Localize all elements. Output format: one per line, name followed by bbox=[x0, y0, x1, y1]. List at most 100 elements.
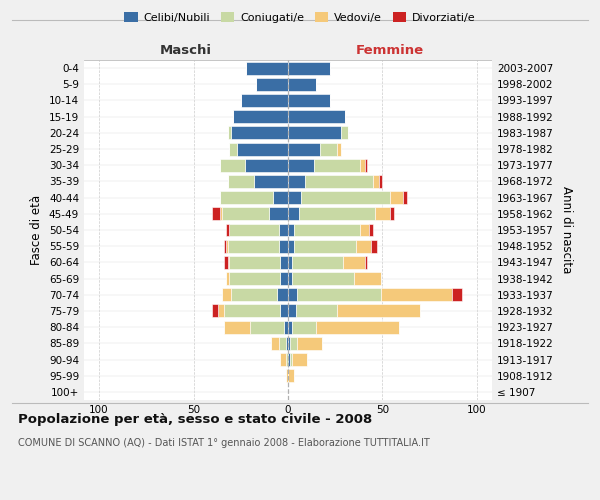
Bar bbox=[403, 191, 407, 204]
Bar bbox=[226, 224, 229, 236]
Y-axis label: Fasce di età: Fasce di età bbox=[31, 195, 43, 265]
Bar bbox=[212, 304, 218, 318]
Bar bbox=[390, 191, 403, 204]
Bar bbox=[301, 191, 390, 204]
Bar bbox=[305, 175, 373, 188]
Bar bbox=[224, 256, 227, 269]
Bar bbox=[241, 94, 288, 107]
Bar bbox=[288, 208, 299, 220]
Bar bbox=[288, 159, 314, 172]
Bar bbox=[390, 208, 394, 220]
Bar bbox=[292, 353, 307, 366]
Bar bbox=[288, 110, 344, 123]
Bar bbox=[293, 224, 360, 236]
Bar bbox=[271, 337, 278, 350]
Bar bbox=[288, 175, 305, 188]
Text: Femmine: Femmine bbox=[356, 44, 424, 57]
Bar bbox=[232, 126, 288, 140]
Bar bbox=[288, 191, 301, 204]
Bar bbox=[286, 369, 288, 382]
Bar bbox=[292, 256, 343, 269]
Bar bbox=[220, 208, 222, 220]
Text: Popolazione per età, sesso e stato civile - 2008: Popolazione per età, sesso e stato civil… bbox=[18, 412, 372, 426]
Bar bbox=[371, 240, 377, 252]
Bar bbox=[222, 288, 232, 301]
Bar bbox=[288, 320, 292, 334]
Bar bbox=[280, 256, 288, 269]
Bar bbox=[227, 175, 254, 188]
Bar bbox=[227, 256, 229, 269]
Text: COMUNE DI SCANNO (AQ) - Dati ISTAT 1° gennaio 2008 - Elaborazione TUTTITALIA.IT: COMUNE DI SCANNO (AQ) - Dati ISTAT 1° ge… bbox=[18, 438, 430, 448]
Bar bbox=[280, 272, 288, 285]
Bar bbox=[229, 256, 280, 269]
Bar bbox=[273, 191, 288, 204]
Bar bbox=[224, 240, 226, 252]
Bar bbox=[288, 94, 329, 107]
Bar bbox=[278, 240, 288, 252]
Bar bbox=[288, 337, 290, 350]
Bar bbox=[341, 126, 349, 140]
Bar bbox=[288, 353, 290, 366]
Bar bbox=[212, 208, 220, 220]
Bar bbox=[284, 320, 288, 334]
Bar bbox=[337, 142, 341, 156]
Bar bbox=[288, 62, 329, 74]
Bar bbox=[286, 353, 288, 366]
Y-axis label: Anni di nascita: Anni di nascita bbox=[560, 186, 573, 274]
Bar bbox=[288, 256, 292, 269]
Bar bbox=[229, 224, 278, 236]
Bar bbox=[316, 320, 400, 334]
Bar bbox=[218, 304, 224, 318]
Bar bbox=[226, 240, 227, 252]
Bar bbox=[288, 240, 293, 252]
Bar bbox=[224, 304, 280, 318]
Text: Maschi: Maschi bbox=[160, 44, 212, 57]
Bar bbox=[380, 288, 452, 301]
Bar bbox=[373, 175, 379, 188]
Bar bbox=[250, 320, 284, 334]
Bar bbox=[232, 288, 277, 301]
Bar bbox=[286, 337, 288, 350]
Bar bbox=[292, 272, 354, 285]
Bar bbox=[247, 62, 288, 74]
Bar bbox=[290, 353, 292, 366]
Bar bbox=[227, 240, 278, 252]
Bar bbox=[365, 159, 367, 172]
Bar bbox=[298, 337, 322, 350]
Bar bbox=[256, 78, 288, 91]
Bar bbox=[278, 224, 288, 236]
Bar bbox=[365, 256, 367, 269]
Bar bbox=[356, 240, 371, 252]
Bar bbox=[233, 110, 288, 123]
Bar bbox=[280, 353, 286, 366]
Bar bbox=[293, 240, 356, 252]
Bar bbox=[220, 191, 273, 204]
Bar bbox=[288, 288, 298, 301]
Bar bbox=[296, 304, 337, 318]
Bar bbox=[354, 272, 380, 285]
Bar bbox=[237, 142, 288, 156]
Bar bbox=[379, 175, 382, 188]
Bar bbox=[229, 272, 280, 285]
Bar bbox=[227, 126, 232, 140]
Bar bbox=[222, 208, 269, 220]
Bar bbox=[299, 208, 375, 220]
Bar bbox=[245, 159, 288, 172]
Bar bbox=[288, 272, 292, 285]
Bar bbox=[290, 337, 298, 350]
Bar bbox=[288, 224, 293, 236]
Bar bbox=[452, 288, 462, 301]
Bar bbox=[254, 175, 288, 188]
Bar bbox=[292, 320, 316, 334]
Bar bbox=[224, 320, 250, 334]
Bar bbox=[277, 288, 288, 301]
Bar bbox=[288, 78, 316, 91]
Bar bbox=[375, 208, 390, 220]
Bar bbox=[220, 159, 245, 172]
Bar bbox=[226, 272, 229, 285]
Bar bbox=[288, 369, 293, 382]
Bar bbox=[288, 142, 320, 156]
Bar bbox=[288, 304, 296, 318]
Bar bbox=[320, 142, 337, 156]
Bar bbox=[280, 304, 288, 318]
